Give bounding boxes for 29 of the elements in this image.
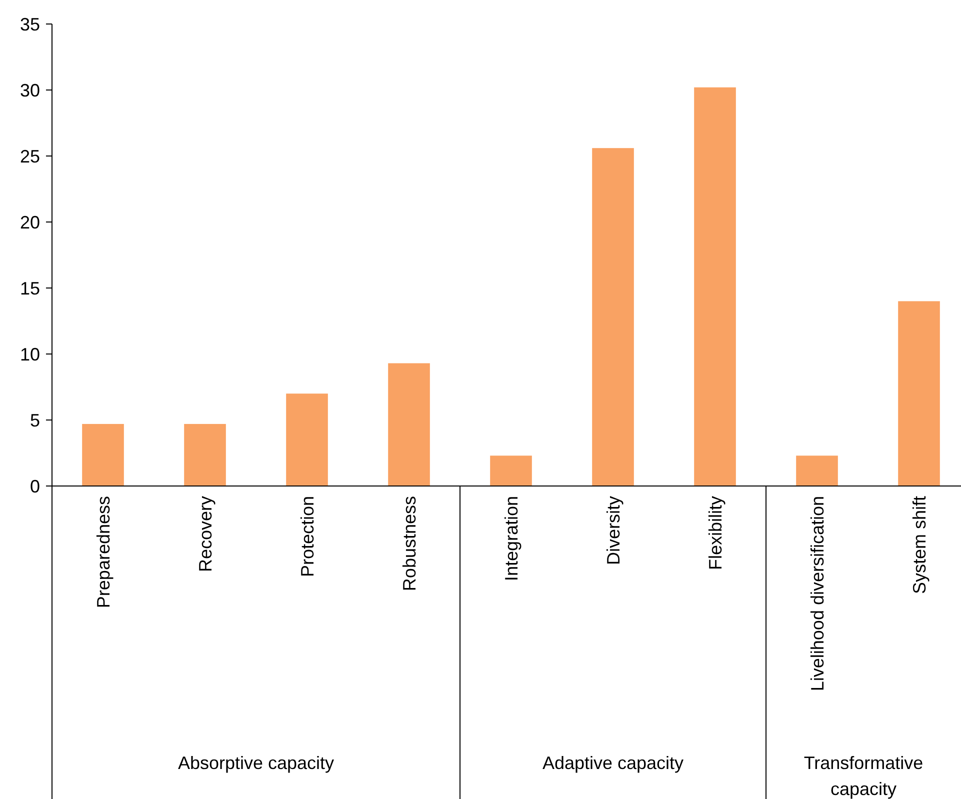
x-tick-label: Preparedness bbox=[93, 496, 114, 608]
y-tick-label: 10 bbox=[20, 344, 40, 364]
y-tick-label: 35 bbox=[20, 14, 40, 34]
x-tick-label: Robustness bbox=[399, 496, 420, 592]
y-tick-label: 25 bbox=[20, 146, 40, 166]
y-tick-label: 15 bbox=[20, 278, 40, 298]
bar bbox=[82, 424, 124, 486]
bar bbox=[898, 301, 940, 486]
y-tick-label: 20 bbox=[20, 212, 40, 232]
y-tick-label: 0 bbox=[30, 476, 40, 496]
x-tick-label: Integration bbox=[501, 496, 522, 582]
text: Absorptive capacity bbox=[178, 753, 334, 773]
text: Adaptive capacity bbox=[542, 753, 684, 773]
x-tick-label: Recovery bbox=[195, 496, 216, 572]
x-tick-label: Livelihood diversification bbox=[807, 496, 828, 692]
bar bbox=[592, 148, 634, 486]
bar bbox=[388, 363, 430, 486]
y-tick-label: 30 bbox=[20, 80, 40, 100]
text: Transformative capacity bbox=[804, 753, 924, 799]
bar bbox=[694, 87, 736, 486]
bar bbox=[490, 456, 532, 486]
bar bbox=[796, 456, 838, 486]
x-tick-label: System shift bbox=[909, 496, 930, 594]
y-tick-label: 5 bbox=[30, 410, 40, 430]
x-tick-label: Flexibility bbox=[705, 496, 726, 570]
bar bbox=[184, 424, 226, 486]
x-tick-label: Diversity bbox=[603, 496, 624, 566]
bar bbox=[286, 394, 328, 486]
x-tick-label: Protection bbox=[297, 496, 318, 578]
